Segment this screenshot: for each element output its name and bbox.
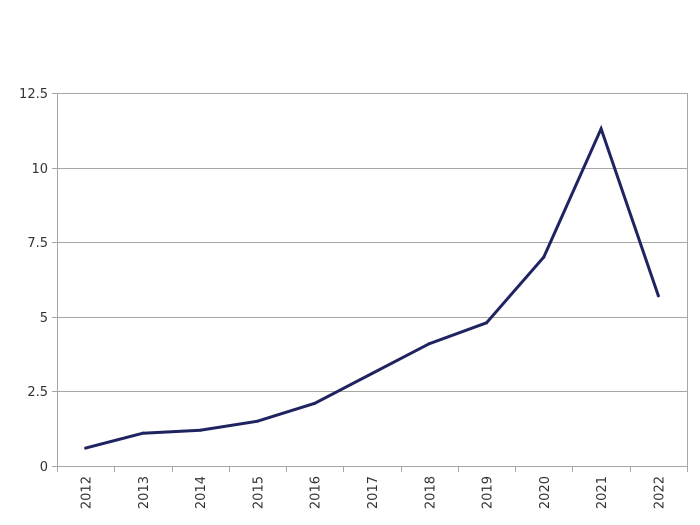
x-tick-label: 2015 [251,476,266,509]
y-tick-labels: 0 2.5 5 7.5 10 12.5 [19,87,48,475]
axes [52,93,688,472]
data-point [141,431,145,435]
x-tick-label: 2013 [137,476,152,509]
data-point [370,371,374,375]
x-tick-label: 2016 [309,476,324,509]
data-point [427,342,431,346]
x-tick-labels: 2012 2013 2014 2015 2016 2017 2018 2019 2020 2021… [80,476,668,509]
y-tick-label: 7.5 [27,236,48,251]
data-point [84,446,88,450]
y-tick-label: 2.5 [27,385,48,400]
y-tick-label: 0 [40,460,48,475]
series-line [85,124,660,450]
data-point [313,401,317,405]
series-layer [84,124,660,450]
x-tick-label: 2018 [423,476,438,509]
gridlines [57,93,687,392]
data-point [542,255,546,259]
x-tick-label: 2017 [366,476,381,509]
y-tick-label: 5 [40,311,48,326]
x-tick-label: 2020 [538,476,553,509]
data-point [485,321,489,325]
data-point [656,294,660,298]
x-tick-label: 2022 [652,476,667,509]
y-tick-label: 12.5 [19,87,48,102]
data-point [198,428,202,432]
data-point [255,419,259,423]
x-tick-label: 2014 [194,476,209,509]
data-point [599,127,603,131]
y-tick-label: 10 [31,162,48,177]
x-tick-label: 2012 [80,476,95,509]
x-tick-label: 2021 [595,476,610,509]
x-tick-label: 2019 [481,476,496,509]
